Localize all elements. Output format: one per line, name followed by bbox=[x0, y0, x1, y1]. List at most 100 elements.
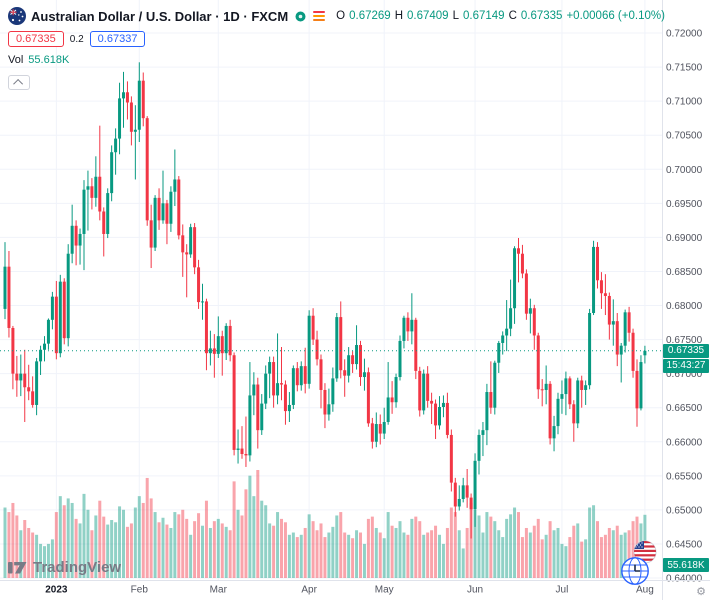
volume-bar bbox=[39, 543, 43, 578]
volume-bar bbox=[268, 523, 272, 578]
volume-bar bbox=[177, 514, 181, 578]
buy-button[interactable]: 0.67337 bbox=[89, 31, 146, 47]
volume-bar bbox=[552, 530, 556, 578]
volume-readout: Vol 55.618K bbox=[8, 54, 665, 66]
candle-body bbox=[623, 312, 627, 346]
volume-label: Vol bbox=[8, 54, 24, 66]
candle-body bbox=[505, 328, 509, 336]
status-dot-icon[interactable] bbox=[295, 11, 306, 22]
price-axis[interactable] bbox=[662, 0, 710, 580]
volume-bar bbox=[193, 521, 197, 578]
volume-bar bbox=[201, 525, 204, 578]
symbol-title[interactable]: Australian Dollar / U.S. Dollar · 1D · F… bbox=[31, 8, 289, 24]
volume-bar bbox=[584, 539, 588, 578]
volume-bar bbox=[82, 493, 86, 578]
candle-body bbox=[62, 281, 66, 339]
volume-bar bbox=[422, 534, 426, 578]
candle-body bbox=[102, 211, 106, 234]
volume-bar bbox=[524, 527, 528, 578]
volume-bar bbox=[351, 538, 355, 578]
volume-bar bbox=[102, 516, 106, 578]
scale-settings-icon[interactable]: ⚙ bbox=[696, 586, 706, 598]
candle-body bbox=[161, 203, 165, 221]
candle-body bbox=[165, 203, 169, 224]
symbol-flags bbox=[620, 540, 664, 586]
candle-body bbox=[402, 317, 406, 341]
sell-button[interactable]: 0.67335 bbox=[8, 31, 64, 47]
volume-bar bbox=[35, 534, 39, 578]
volume-bar bbox=[122, 509, 125, 578]
volume-bar bbox=[212, 521, 216, 578]
time-axis-label: Jun bbox=[467, 585, 483, 596]
time-axis[interactable] bbox=[0, 580, 662, 600]
candle-body bbox=[145, 118, 149, 221]
volume-bar bbox=[359, 532, 362, 578]
candle-body bbox=[7, 266, 11, 328]
price-axis-label: 0.66500 bbox=[666, 403, 703, 414]
candle-body bbox=[268, 362, 272, 374]
volume-bar bbox=[145, 477, 149, 578]
price-axis-label: 0.69500 bbox=[666, 199, 703, 210]
volume-bar bbox=[331, 526, 335, 578]
volume-bar bbox=[335, 515, 339, 578]
volume-bar bbox=[70, 502, 74, 578]
volume-bar bbox=[434, 525, 438, 578]
volume-bar bbox=[481, 532, 485, 578]
volume-bar bbox=[283, 522, 287, 578]
candle-body bbox=[493, 362, 497, 408]
volume-bar bbox=[110, 520, 114, 578]
candle-body bbox=[374, 424, 378, 442]
candle-body bbox=[631, 332, 635, 371]
volume-bar bbox=[485, 512, 489, 578]
volume-bar bbox=[78, 523, 82, 578]
volume-bar bbox=[382, 538, 386, 578]
volume-bar bbox=[390, 525, 394, 578]
volume-bar bbox=[287, 534, 291, 578]
volume-bar bbox=[173, 512, 177, 578]
candle-body bbox=[430, 400, 434, 404]
candle-body bbox=[552, 426, 556, 439]
volume-bar bbox=[295, 537, 299, 578]
candle-body bbox=[592, 246, 596, 313]
volume-bar bbox=[236, 509, 240, 578]
candle-body bbox=[208, 348, 212, 354]
volume-bar bbox=[86, 509, 90, 578]
quick-list-icon[interactable] bbox=[313, 11, 326, 21]
volume-bar bbox=[46, 543, 50, 578]
candle-body bbox=[347, 355, 351, 376]
volume-bar bbox=[189, 534, 193, 578]
volume-bar bbox=[319, 523, 323, 578]
volume-bar bbox=[264, 505, 268, 578]
price-axis-label: 0.70000 bbox=[666, 165, 703, 176]
volume-bar bbox=[291, 532, 295, 578]
volume-bar bbox=[252, 496, 256, 578]
volume-bar bbox=[244, 489, 248, 578]
volume-bar bbox=[418, 521, 422, 578]
candle-body bbox=[114, 138, 118, 153]
price-axis-label: 0.69000 bbox=[666, 233, 703, 244]
candle-body bbox=[497, 342, 501, 363]
time-axis-label: Jul bbox=[556, 585, 569, 596]
candle-body bbox=[307, 315, 311, 384]
candle-body bbox=[355, 345, 359, 365]
volume-bar bbox=[469, 502, 473, 578]
candle-body bbox=[66, 253, 70, 339]
volume-bar bbox=[15, 515, 19, 578]
volume-bar bbox=[532, 525, 536, 578]
volume-bar bbox=[23, 520, 27, 578]
candle-body bbox=[520, 253, 524, 274]
volume-bar bbox=[98, 500, 102, 578]
candle-body bbox=[54, 296, 58, 354]
price-axis-label: 0.64000 bbox=[666, 574, 703, 585]
collapse-legend-button[interactable] bbox=[8, 75, 30, 90]
volume-bar bbox=[125, 526, 129, 578]
volume-bar bbox=[133, 507, 137, 578]
volume-bar bbox=[66, 498, 70, 578]
tradingview-logo[interactable]: TradingView bbox=[8, 559, 121, 576]
volume-bar bbox=[438, 534, 441, 578]
volume-bar bbox=[129, 523, 133, 578]
time-axis-label: May bbox=[375, 585, 394, 596]
candle-body bbox=[181, 235, 185, 253]
